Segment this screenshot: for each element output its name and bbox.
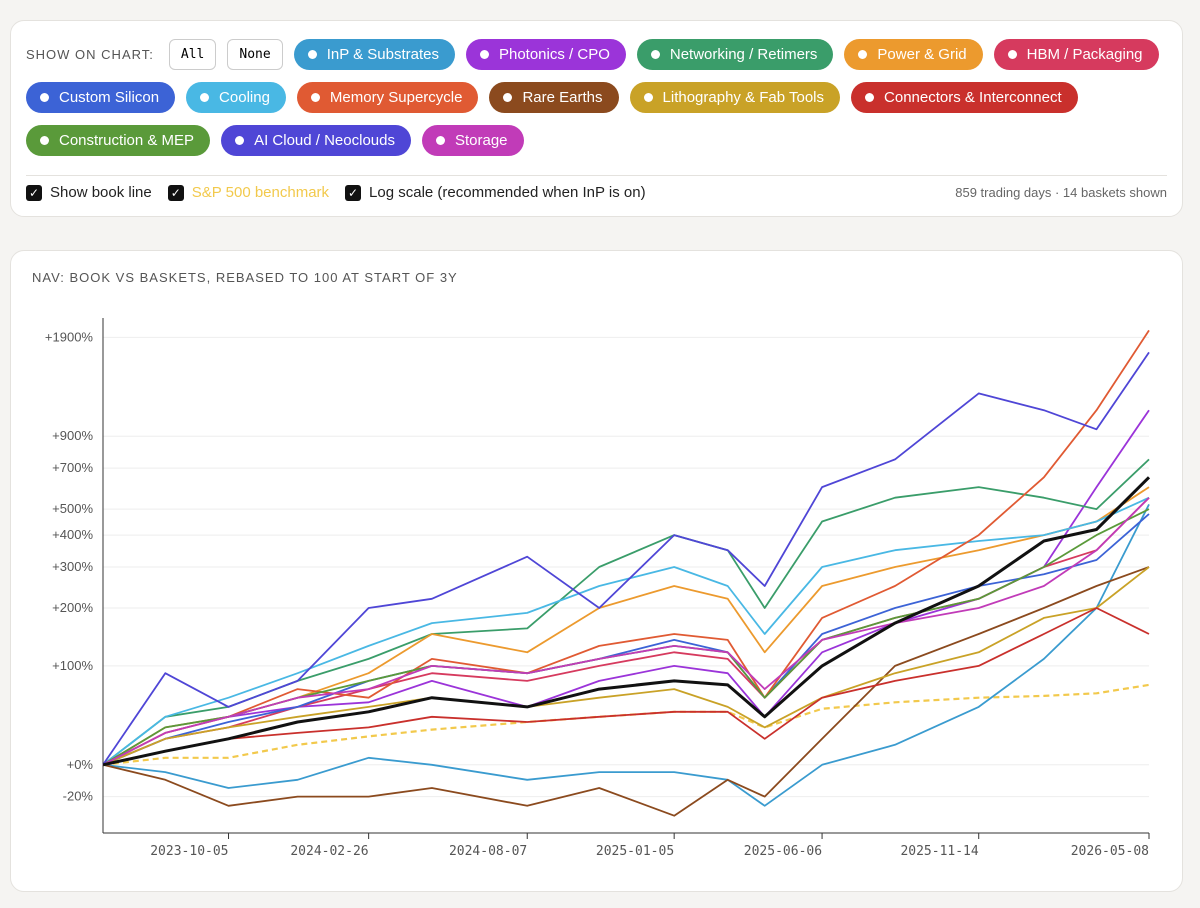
all-button[interactable]: All <box>168 39 217 70</box>
series-chip[interactable]: InP & Substrates <box>293 39 455 70</box>
chip-label: InP & Substrates <box>326 46 439 63</box>
x-tick-label: 2025-01-05 <box>596 844 674 859</box>
chip-label: Power & Grid <box>877 46 967 63</box>
series-chip[interactable]: Power & Grid <box>844 39 983 70</box>
y-tick-label: +1900% <box>45 329 94 344</box>
x-tick-label: 2025-06-06 <box>744 844 822 859</box>
options-row: ✓ Show book line ✓ S&P 500 benchmark ✓ Log sc… <box>26 175 1167 201</box>
chip-label: Construction & MEP <box>59 132 195 149</box>
series-line <box>102 497 1150 766</box>
series-line <box>102 409 1150 766</box>
checkbox[interactable]: ✓ <box>167 184 184 201</box>
series-chip[interactable]: HBM / Packaging <box>993 39 1159 70</box>
checkbox-label: S&P 500 benchmark <box>191 184 330 201</box>
checkbox-option[interactable]: ✓ Log scale (recommended when InP is on) <box>345 184 646 201</box>
series-chip[interactable]: Storage <box>421 125 524 156</box>
chip-label: Cooling <box>219 89 270 106</box>
chip-dot <box>310 93 320 102</box>
series-chip[interactable]: Networking / Retimers <box>636 39 834 70</box>
x-tick-label: 2025-11-14 <box>900 844 978 859</box>
series-chip[interactable]: Connectors & Interconnect <box>851 82 1078 113</box>
chip-dot <box>40 93 49 102</box>
chip-dot <box>503 93 513 102</box>
series-line <box>102 566 1150 766</box>
chip-label: Storage <box>454 132 508 149</box>
y-tick-label: +300% <box>52 559 93 574</box>
series-chip[interactable]: Rare Earths <box>489 82 619 113</box>
series-line <box>102 496 1150 766</box>
series-chip[interactable]: Cooling <box>186 82 286 113</box>
controls-panel: SHOW ON CHART: All None InP & Substrates… <box>10 20 1183 217</box>
chart-title: NAV: BOOK VS BASKETS, REBASED TO 100 AT … <box>32 270 458 285</box>
none-button[interactable]: None <box>227 39 283 70</box>
chip-dot <box>1007 50 1017 59</box>
status: 859 trading days · 14 baskets shown <box>955 185 1167 200</box>
x-tick-label: 2024-02-26 <box>290 844 368 859</box>
chip-label: Photonics / CPO <box>498 46 610 63</box>
chip-dot <box>435 136 445 145</box>
checkbox[interactable]: ✓ <box>345 184 362 201</box>
y-tick-label: +700% <box>52 460 93 475</box>
x-tick-label: 2024-08-07 <box>449 844 527 859</box>
chip-label: Lithography & Fab Tools <box>662 89 825 106</box>
y-tick-label: +100% <box>52 658 93 673</box>
chart: NAV: BOOK VS BASKETS, REBASED TO 100 AT … <box>32 270 1151 859</box>
x-tick-label: 2026-05-08 <box>1071 844 1149 859</box>
chip-dot <box>858 50 868 59</box>
series-chip[interactable]: Memory Supercycle <box>296 82 479 113</box>
chip-label: Connectors & Interconnect <box>884 89 1062 106</box>
series-line <box>102 329 1150 766</box>
checkbox-label: Show book line <box>50 184 152 201</box>
checkbox-label: Log scale (recommended when InP is on) <box>369 184 646 201</box>
chip-label: Custom Silicon <box>59 89 160 106</box>
series-line <box>102 497 1150 766</box>
series-line <box>102 503 1150 807</box>
chip-label: HBM / Packaging <box>1026 46 1143 63</box>
show-label: SHOW ON CHART: <box>26 47 154 62</box>
chip-label: Rare Earths <box>522 89 603 106</box>
y-tick-label: +200% <box>52 600 93 615</box>
y-tick-label: +500% <box>52 501 93 516</box>
y-tick-label: +900% <box>52 428 93 443</box>
chip-dot <box>479 50 489 59</box>
chip-label: Memory Supercycle <box>329 89 463 106</box>
series-chip[interactable]: AI Cloud / Neoclouds <box>221 125 411 156</box>
book-line <box>102 476 1151 767</box>
chip-dot <box>200 93 210 102</box>
chip-label: AI Cloud / Neoclouds <box>254 132 395 149</box>
checkbox-option[interactable]: ✓ S&P 500 benchmark <box>167 184 330 201</box>
chip-dot <box>650 50 660 59</box>
series-chip[interactable]: Custom Silicon <box>26 82 176 113</box>
checkbox[interactable]: ✓ <box>26 184 42 201</box>
series-chip[interactable]: Lithography & Fab Tools <box>629 82 841 113</box>
y-tick-label: -20% <box>63 789 94 804</box>
chart-card: NAV: BOOK VS BASKETS, REBASED TO 100 AT … <box>10 250 1183 892</box>
chip-dot <box>643 93 653 102</box>
chip-dot <box>235 136 245 145</box>
y-tick-label: +400% <box>52 527 93 542</box>
checkbox-option[interactable]: ✓ Show book line <box>26 184 152 201</box>
series-line <box>102 351 1150 766</box>
chips: SHOW ON CHART: All None InP & Substrates… <box>26 39 1167 156</box>
series-chip[interactable]: Photonics / CPO <box>465 39 626 70</box>
series-line <box>102 607 1150 766</box>
chip-dot <box>865 93 875 102</box>
chip-label: Networking / Retimers <box>669 46 818 63</box>
series-line <box>102 513 1150 766</box>
series-chip[interactable]: Construction & MEP <box>26 125 211 156</box>
chip-dot <box>307 50 317 59</box>
y-tick-label: +0% <box>67 757 94 772</box>
chip-dot <box>40 136 49 145</box>
x-tick-label: 2023-10-05 <box>150 844 228 859</box>
series-line <box>102 566 1150 817</box>
